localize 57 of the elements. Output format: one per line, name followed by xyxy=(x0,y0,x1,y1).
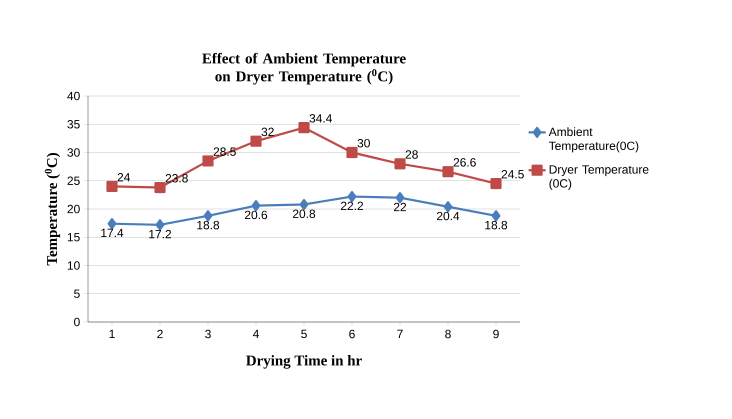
y-tick-label: 10 xyxy=(68,261,80,270)
point xyxy=(106,180,118,192)
data-label: 34.4 xyxy=(310,114,332,123)
data-label: 20.4 xyxy=(436,212,460,220)
data-label: 18.8 xyxy=(197,220,220,230)
y-tick-label: 20 xyxy=(68,204,80,214)
point xyxy=(250,136,262,147)
y-tick-label: 5 xyxy=(74,290,80,298)
point xyxy=(154,182,166,194)
y-tick-label: 15 xyxy=(68,233,80,242)
legend-label: Ambient Temperature(0C) xyxy=(548,127,638,152)
point xyxy=(156,219,164,230)
data-label: 20.8 xyxy=(292,210,316,218)
point xyxy=(490,178,502,190)
x-tick-label: 2 xyxy=(157,330,163,338)
y-tick-label: 0 xyxy=(74,318,80,326)
point xyxy=(492,210,500,222)
data-label: 17.4 xyxy=(101,228,124,237)
data-label: 28 xyxy=(406,150,418,159)
data-label: 32 xyxy=(262,128,274,136)
x-tick-label: 8 xyxy=(445,330,451,338)
data-label: 17.2 xyxy=(149,230,172,238)
point xyxy=(444,201,452,212)
point xyxy=(300,198,308,210)
point xyxy=(394,158,406,170)
data-label: 22 xyxy=(394,202,406,212)
data-label: 18.8 xyxy=(485,220,508,230)
x-tick-label: 4 xyxy=(252,330,259,338)
data-label: 26.6 xyxy=(454,158,476,167)
y-tick-label: 40 xyxy=(67,92,80,100)
x-tick-label: 1 xyxy=(110,330,115,338)
x-tick-label: 9 xyxy=(493,330,499,338)
data-label: 24 xyxy=(118,172,130,182)
y-tick-label: 30 xyxy=(67,148,80,157)
point xyxy=(108,218,116,230)
y-axis-title: Temperature ($^{0}$C) xyxy=(44,153,60,266)
point xyxy=(346,146,358,158)
x-tick-label: 7 xyxy=(397,330,403,338)
data-label: 24.5 xyxy=(502,170,524,178)
data-label: 30 xyxy=(358,138,370,148)
point xyxy=(298,122,310,134)
x-tick-label: 3 xyxy=(205,330,211,338)
x-axis-title: Drying Time in hr xyxy=(246,355,362,369)
point xyxy=(204,210,212,222)
data-label: 20.6 xyxy=(244,210,268,220)
y-tick-label: 25 xyxy=(68,176,80,185)
y-tick-label: 35 xyxy=(67,120,80,128)
data-label: 22.2 xyxy=(340,202,364,210)
point xyxy=(442,166,454,178)
x-tick-label: 5 xyxy=(301,330,307,338)
point xyxy=(202,155,214,167)
point xyxy=(348,190,356,202)
legend-label: Dryer Temperature (0C) xyxy=(549,165,648,190)
chart-title: Effect of Ambient Temperature on Dryer Temperature ($^{0}$C) xyxy=(202,52,406,85)
point xyxy=(396,192,404,204)
point xyxy=(252,200,260,212)
x-tick-label: 6 xyxy=(349,330,355,338)
